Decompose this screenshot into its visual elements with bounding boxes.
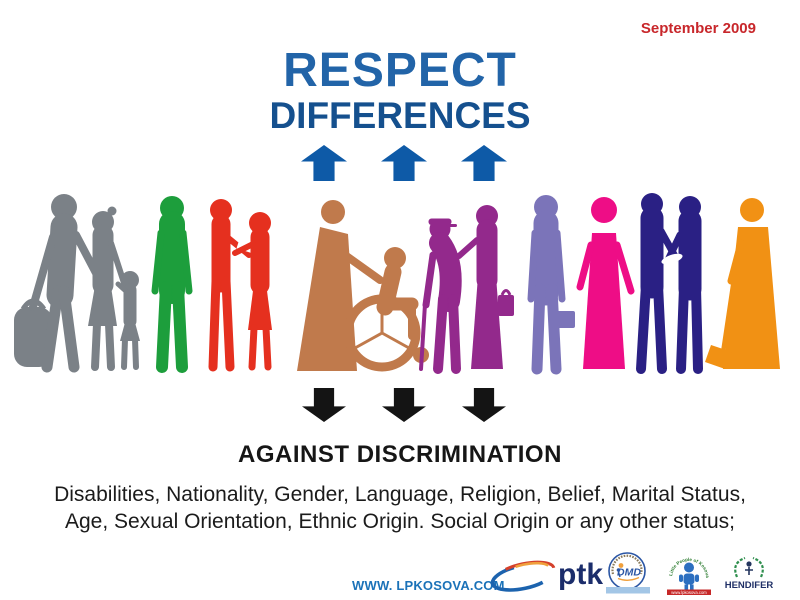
- title-block: RESPECT DIFFERENCES: [0, 46, 800, 136]
- hendifer-logo-icon: HENDIFER: [725, 556, 774, 591]
- date-label: September 2009: [640, 20, 756, 37]
- dmd-logo-icon: DMD: [606, 552, 650, 594]
- little-people-url-text: www.lpkosova.com: [671, 590, 707, 595]
- against-discrimination-heading: AGAINST DISCRIMINATION: [238, 441, 562, 468]
- hendifer-logo-text: HENDIFER: [725, 580, 774, 591]
- down-arrow-icon: [462, 388, 506, 422]
- silhouette-elderly-couple-purple-icon: [419, 205, 514, 374]
- silhouette-businessman-lavender-icon: [527, 195, 575, 375]
- down-arrow-icon: [302, 388, 346, 422]
- up-arrow-icon: [461, 145, 507, 181]
- silhouette-cleaner-orange-icon: [705, 198, 780, 369]
- little-people-logo-icon: Little People of Kosova www.lpkosova.com: [667, 557, 711, 595]
- dmd-logo-text: DMD: [617, 567, 641, 579]
- ptk-swoosh-icon: [490, 560, 556, 592]
- silhouette-woman-green-icon: [151, 196, 193, 373]
- discrimination-grounds-text: Disabilities, Nationality, Gender, Langu…: [0, 481, 800, 535]
- down-arrow-icon: [382, 388, 426, 422]
- title-respect: RESPECT: [283, 44, 517, 97]
- silhouette-women-pair-red-icon: [208, 199, 272, 372]
- up-arrow-icon: [301, 145, 347, 181]
- ptk-logo-text: ptk: [558, 558, 603, 591]
- people-silhouettes-band: [14, 193, 780, 375]
- down-arrows-row: [302, 388, 506, 422]
- grounds-line-1: Disabilities, Nationality, Gender, Langu…: [54, 483, 746, 506]
- up-arrow-icon: [381, 145, 427, 181]
- title-differences: DIFFERENCES: [269, 95, 531, 136]
- silhouette-woman-pink-icon: [576, 197, 635, 369]
- silhouette-family-gray-icon: [14, 194, 140, 373]
- silhouette-wheelchair-group-tan-icon: [297, 200, 429, 372]
- up-arrows-row: [301, 145, 507, 181]
- silhouette-men-pair-navy-icon: [636, 193, 703, 374]
- website-link[interactable]: WWW. LPKOSOVA.COM: [352, 578, 505, 593]
- grounds-line-2: Age, Sexual Orientation, Ethnic Origin. …: [64, 510, 735, 533]
